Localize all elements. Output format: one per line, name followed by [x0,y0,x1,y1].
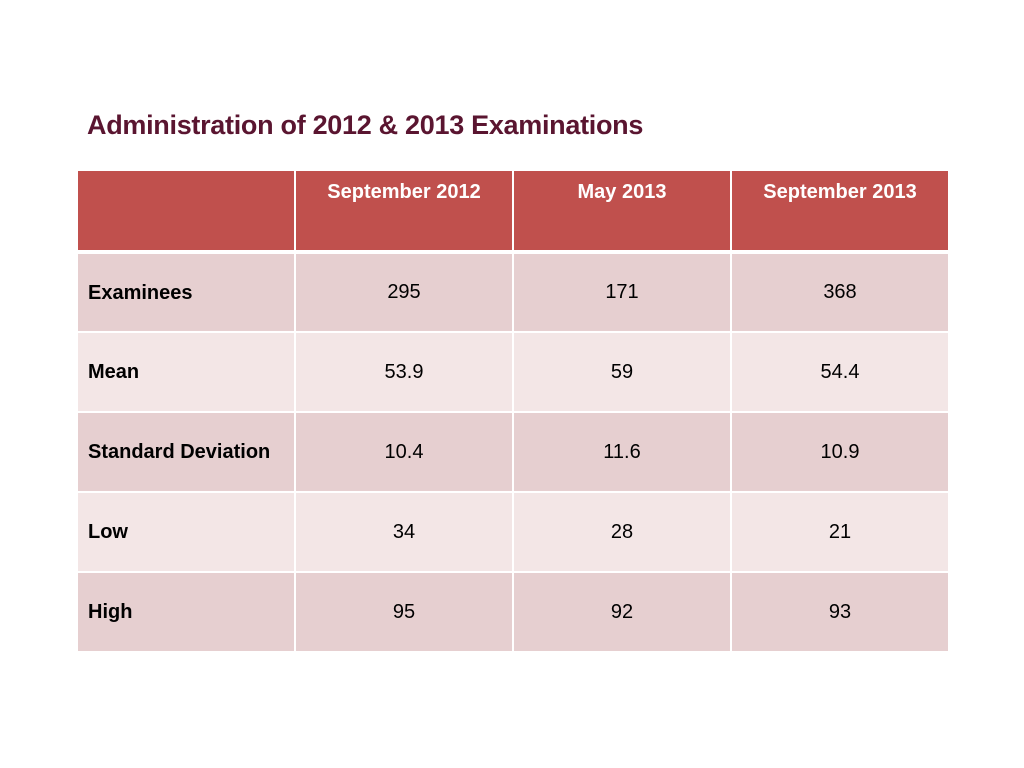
table-cell: 95 [294,571,514,653]
table-cell: 59 [512,331,732,413]
column-header: May 2013 [512,169,732,253]
row-label: Standard Deviation [76,411,296,493]
table-cell: 171 [512,251,732,333]
table-row: Examinees 295 171 368 [76,251,950,333]
table-row: Mean 53.9 59 54.4 [76,331,950,413]
table-cell: 21 [730,491,950,573]
header-corner-cell [76,169,296,253]
column-header: September 2012 [294,169,514,253]
table-cell: 10.4 [294,411,514,493]
row-label: Examinees [76,251,296,333]
column-header: September 2013 [730,169,950,253]
exam-statistics-table: September 2012 May 2013 September 2013 E… [76,169,950,653]
table-cell: 11.6 [512,411,732,493]
table-row: Standard Deviation 10.4 11.6 10.9 [76,411,950,493]
row-label: Low [76,491,296,573]
table-cell: 10.9 [730,411,950,493]
table-cell: 92 [512,571,732,653]
table-cell: 28 [512,491,732,573]
slide-title: Administration of 2012 & 2013 Examinatio… [87,110,644,140]
table-cell: 295 [294,251,514,333]
table-cell: 54.4 [730,331,950,413]
table-cell: 53.9 [294,331,514,413]
row-label: High [76,571,296,653]
row-label: Mean [76,331,296,413]
table-cell: 93 [730,571,950,653]
table-cell: 368 [730,251,950,333]
table-cell: 34 [294,491,514,573]
table-header-row: September 2012 May 2013 September 2013 [76,169,950,253]
table-row: Low 34 28 21 [76,491,950,573]
table-row: High 95 92 93 [76,571,950,653]
